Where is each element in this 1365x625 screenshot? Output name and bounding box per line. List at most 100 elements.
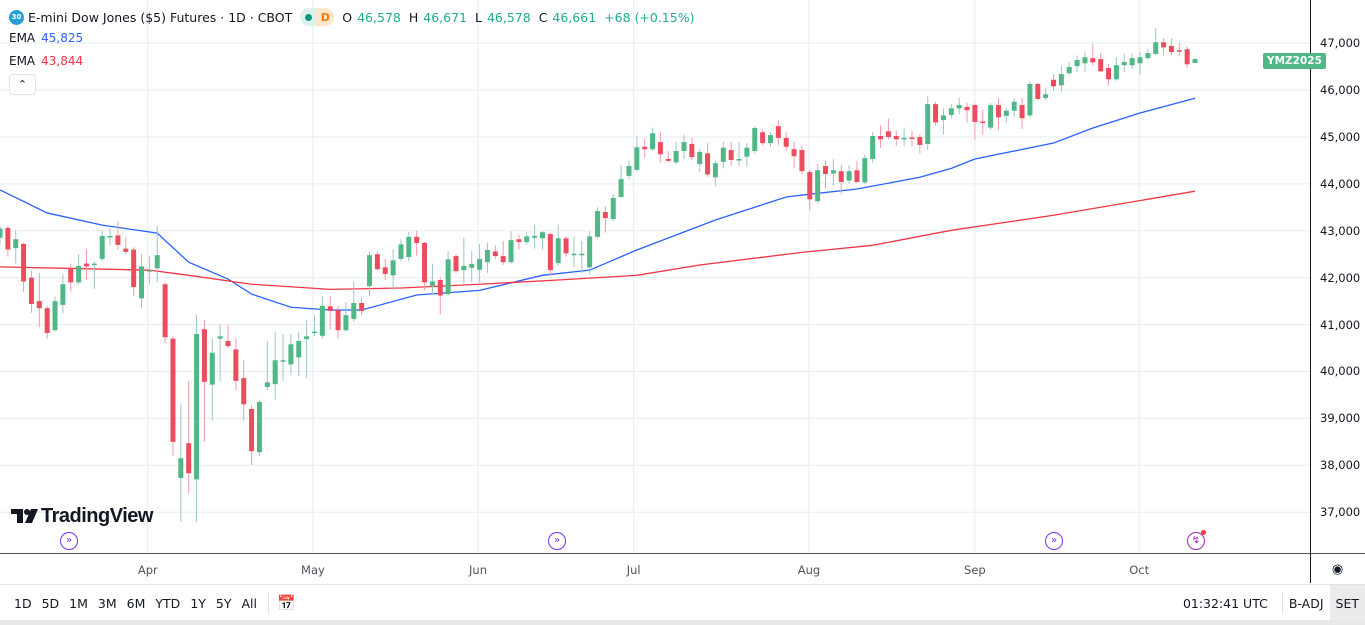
range-button-5y[interactable]: 5Y xyxy=(215,595,232,611)
candle-body xyxy=(893,136,899,140)
candle-body xyxy=(469,264,475,268)
change-value: +68 (+0.15%) xyxy=(604,9,695,25)
range-button-5d[interactable]: 5D xyxy=(41,595,60,611)
candle xyxy=(736,141,742,167)
candle xyxy=(233,338,239,391)
tradingview-logo-icon xyxy=(11,509,38,523)
candle-body xyxy=(547,234,553,271)
candle-body xyxy=(964,106,970,111)
lightning-event-icon[interactable]: ↯ xyxy=(1187,530,1206,550)
adjustment-toggle[interactable]: B-ADJ xyxy=(1288,595,1324,611)
candle-body xyxy=(720,147,726,162)
economic-event-icon[interactable]: » xyxy=(548,532,566,550)
candle xyxy=(492,245,498,259)
candle xyxy=(1090,43,1096,66)
range-button-1y[interactable]: 1Y xyxy=(190,595,206,611)
economic-event-icon[interactable]: » xyxy=(1045,532,1063,550)
candle xyxy=(1098,53,1104,73)
candle xyxy=(1003,107,1009,123)
time-tick-label: Aug xyxy=(797,563,821,577)
collapse-legend-button[interactable]: ⌃ xyxy=(9,74,36,95)
candle xyxy=(760,129,766,145)
candle-body xyxy=(901,137,907,140)
candle-body xyxy=(390,260,396,276)
candle-body xyxy=(673,151,679,163)
candle-body xyxy=(492,251,498,257)
candle-body xyxy=(304,336,310,340)
symbol-logo: 30 xyxy=(9,9,24,25)
candle xyxy=(885,118,891,140)
candle-body xyxy=(1168,45,1174,53)
range-button-6m[interactable]: 6M xyxy=(126,595,146,611)
calendar-goto-icon[interactable]: 📅 xyxy=(277,594,296,612)
candle xyxy=(995,98,1001,130)
ema-fast-legend[interactable]: EMA 45,825 xyxy=(9,26,698,49)
economic-event-icon[interactable]: » xyxy=(60,532,78,550)
session-button[interactable]: SET xyxy=(1329,585,1365,621)
candle xyxy=(744,143,750,167)
candle-body xyxy=(524,236,530,243)
candle xyxy=(280,333,286,381)
range-button-all[interactable]: All xyxy=(241,595,258,611)
time-axis[interactable]: Apr May Jun Jul Aug Sep Oct xyxy=(0,553,1310,584)
range-button-1d[interactable]: 1D xyxy=(14,595,32,611)
candle xyxy=(524,231,530,245)
candle xyxy=(681,134,687,160)
candle xyxy=(343,302,349,332)
candle-body xyxy=(579,253,585,256)
candle xyxy=(44,305,50,339)
time-tick-label: Apr xyxy=(137,563,158,577)
candle xyxy=(634,136,640,173)
tradingview-logo[interactable]: TradingView xyxy=(11,503,153,529)
candle-body xyxy=(13,239,19,249)
candle-body xyxy=(36,301,42,309)
price-chart[interactable] xyxy=(0,0,1310,553)
axis-settings-button[interactable]: ◉ xyxy=(1310,553,1365,584)
price-tick-label: 42,000 xyxy=(1320,270,1361,285)
candle xyxy=(555,224,561,266)
candle-body xyxy=(799,150,805,172)
candle-body xyxy=(1058,74,1064,86)
candle xyxy=(390,249,396,291)
candle-body xyxy=(1098,59,1104,72)
time-tick-label: Sep xyxy=(964,563,986,577)
divider xyxy=(268,592,269,614)
candle xyxy=(249,405,255,466)
candle xyxy=(5,226,11,257)
candle xyxy=(752,126,758,154)
candle xyxy=(893,130,899,146)
candle xyxy=(131,247,137,296)
candle-body xyxy=(862,158,868,183)
candle-body xyxy=(736,159,742,161)
clock[interactable]: 01:32:41 UTC xyxy=(1182,595,1268,611)
range-button-1m[interactable]: 1M xyxy=(69,595,88,611)
candle-body xyxy=(815,170,821,202)
candle-body xyxy=(351,303,357,319)
candle-body xyxy=(422,242,428,283)
candle xyxy=(1129,53,1135,69)
candle-body xyxy=(5,227,11,250)
candle-body xyxy=(854,170,860,182)
candle-body xyxy=(154,255,160,269)
candle xyxy=(437,277,443,315)
candle xyxy=(154,226,160,283)
market-status[interactable]: D xyxy=(300,8,335,26)
range-button-3m[interactable]: 3M xyxy=(97,595,117,611)
price-axis[interactable]: 47,000 46,000 45,000 44,000 43,000 42,000 41,0… xyxy=(1310,0,1365,583)
candle xyxy=(359,296,365,316)
symbol-title[interactable]: E-mini Dow Jones ($5) Futures · 1D · CBO… xyxy=(28,9,293,25)
symbol-price-tag: YMZ2025 xyxy=(1263,53,1326,69)
chevron-up-icon: ⌃ xyxy=(17,78,28,91)
candle-body xyxy=(712,163,718,178)
candle xyxy=(351,281,357,322)
time-tick-label: Jul xyxy=(626,563,641,577)
candle-body xyxy=(115,235,121,245)
candle xyxy=(728,141,734,167)
time-tick-label: May xyxy=(301,563,325,577)
candle-body xyxy=(1153,42,1159,54)
candle-body xyxy=(123,248,129,252)
ema-slow-legend[interactable]: EMA 43,844 xyxy=(9,49,698,72)
range-button-ytd[interactable]: YTD xyxy=(155,595,181,611)
candle-body xyxy=(767,135,773,144)
candle xyxy=(304,319,310,379)
